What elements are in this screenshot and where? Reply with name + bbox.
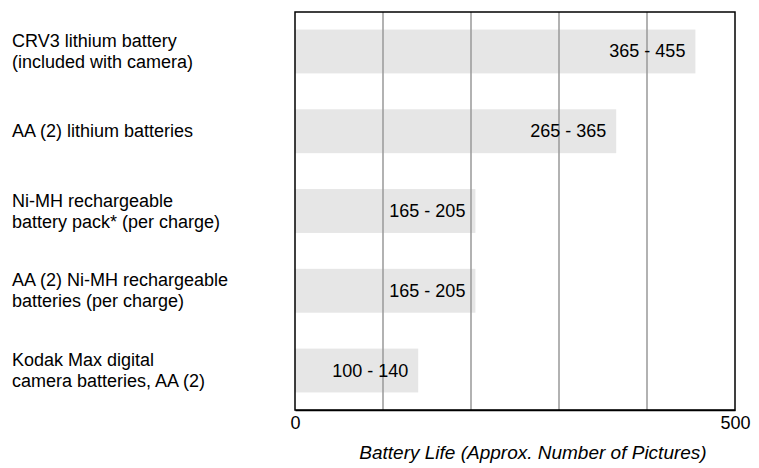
category-label: CRV3 lithium battery(included with camer…: [12, 31, 193, 72]
category-labels: CRV3 lithium battery(included with camer…: [12, 31, 228, 391]
grid-line: [558, 12, 560, 410]
bar: [295, 189, 475, 233]
data-label: 100 - 140: [332, 361, 408, 381]
data-label: 265 - 365: [530, 121, 606, 141]
data-labels: 365 - 455 265 - 365 165 - 205 165 - 205 100 …: [332, 41, 685, 380]
grid-line: [470, 12, 472, 410]
x-axis-title: Battery Life (Approx. Number of Pictures…: [359, 442, 706, 463]
x-axis: 0 500: [290, 410, 750, 433]
category-label: AA (2) Ni-MH rechargeablebatteries (per …: [12, 270, 228, 311]
tick: 0: [290, 410, 300, 433]
bars: [295, 30, 695, 393]
data-label: 165 - 205: [389, 201, 465, 221]
axis-line: [296, 410, 736, 412]
grid: [383, 12, 647, 410]
data-label: 165 - 205: [389, 281, 465, 301]
category-label: AA (2) lithium batteries: [12, 121, 193, 141]
category-label: Ni-MH rechargeablebattery pack* (per cha…: [12, 191, 220, 232]
bar: [295, 269, 475, 313]
bar: [295, 109, 616, 153]
category-label: Kodak Max digitalcamera batteries, AA (2…: [12, 350, 205, 391]
tick-label: 0: [290, 413, 300, 433]
tick-label: 500: [720, 413, 750, 433]
plot-frame: [295, 12, 735, 410]
chart: 0 500 Battery Life (Approx. Number of Pict…: [0, 0, 759, 468]
grid-line: [382, 12, 384, 410]
tick: 500: [720, 410, 750, 433]
bar: [295, 349, 418, 393]
grid-line: [646, 12, 648, 410]
bar: [295, 30, 695, 74]
data-label: 365 - 455: [609, 41, 685, 61]
